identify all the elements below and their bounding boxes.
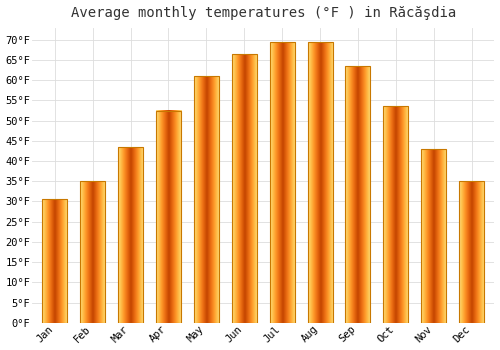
Title: Average monthly temperatures (°F ) in Răcăşdia: Average monthly temperatures (°F ) in Ră… (70, 6, 456, 20)
Bar (117, 147, 144, 323)
Bar (156, 111, 181, 323)
Bar (459, 181, 484, 323)
Bar (270, 42, 294, 323)
Bar (42, 199, 67, 323)
Bar (193, 76, 220, 323)
Bar (269, 42, 295, 323)
Bar (346, 66, 370, 323)
Bar (80, 181, 105, 323)
Bar (458, 181, 485, 323)
Bar (194, 76, 219, 323)
Bar (232, 54, 256, 323)
Bar (231, 54, 258, 323)
Bar (422, 149, 446, 323)
Bar (382, 106, 409, 323)
Bar (80, 181, 106, 323)
Bar (42, 199, 68, 323)
Bar (118, 147, 143, 323)
Bar (384, 106, 408, 323)
Bar (155, 111, 182, 323)
Bar (420, 149, 447, 323)
Bar (307, 42, 334, 323)
Bar (344, 66, 371, 323)
Bar (308, 42, 332, 323)
